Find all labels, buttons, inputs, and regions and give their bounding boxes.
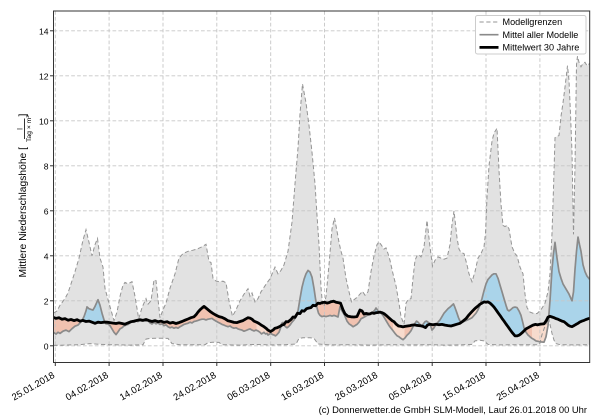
svg-text:8: 8 [44,161,49,171]
svg-text:4: 4 [44,251,49,261]
svg-text:Tag × m²: Tag × m² [26,115,33,142]
svg-text:Mittlere Niederschlagshöhe [: Mittlere Niederschlagshöhe [ [18,147,29,278]
svg-text:Modellgrenzen: Modellgrenzen [503,17,563,27]
svg-text:]: ] [18,114,29,117]
svg-text:(c) Donnerwetter.de GmbH SLM-M: (c) Donnerwetter.de GmbH SLM-Modell, Lau… [319,404,587,415]
svg-text:12: 12 [39,71,49,81]
svg-text:14: 14 [39,26,49,36]
svg-text:0: 0 [44,341,49,351]
svg-text:6: 6 [44,206,49,216]
svg-text:Mittelwert 30 Jahre: Mittelwert 30 Jahre [503,43,580,53]
svg-text:l: l [18,128,25,130]
svg-text:10: 10 [39,116,49,126]
svg-text:Mittel aller Modelle: Mittel aller Modelle [503,30,579,40]
svg-text:2: 2 [44,296,49,306]
